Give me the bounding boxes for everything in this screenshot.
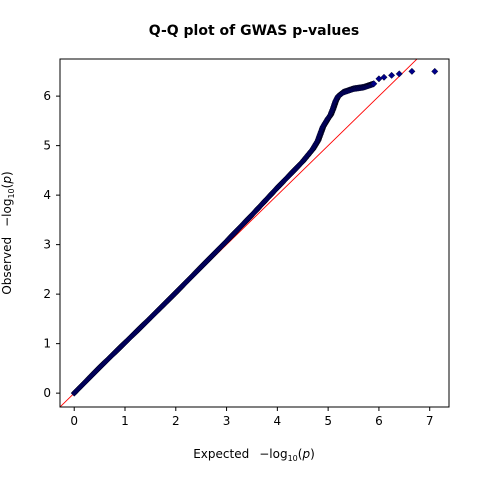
- data-point: [431, 67, 439, 75]
- y-tick-label: 5: [43, 139, 51, 153]
- data-point: [388, 71, 396, 79]
- x-tick-label: 7: [426, 414, 434, 428]
- x-tick-label: 1: [121, 414, 129, 428]
- plot-area: [60, 59, 439, 407]
- x-axis-ticks: 0 1 2 3 4 5 6 7: [70, 407, 434, 428]
- x-tick-label: 5: [324, 414, 332, 428]
- y-tick-label: 6: [43, 89, 51, 103]
- plot-frame: [59, 58, 450, 408]
- data-point: [395, 70, 403, 78]
- x-tick-label: 3: [223, 414, 231, 428]
- x-axis-label: Expected −log10(p): [193, 447, 315, 463]
- data-point: [370, 80, 378, 88]
- y-tick-label: 2: [43, 287, 51, 301]
- x-tick-label: 0: [70, 414, 78, 428]
- chart-title: Q-Q plot of GWAS p-values: [149, 23, 359, 39]
- data-point: [380, 73, 388, 81]
- y-axis-label: Observed−log10(p): [0, 171, 16, 294]
- data-points: [70, 67, 439, 397]
- y-tick-label: 4: [43, 188, 51, 202]
- x-tick-label: 6: [375, 414, 383, 428]
- y-tick-label: 1: [43, 337, 51, 351]
- data-point: [375, 75, 383, 83]
- x-tick-label: 4: [274, 414, 282, 428]
- data-point: [408, 67, 416, 75]
- y-tick-label: 0: [43, 386, 51, 400]
- y-tick-label: 3: [43, 238, 51, 252]
- y-axis-ticks: 0 1 2 3 4 5 6: [43, 89, 60, 400]
- x-tick-label: 2: [172, 414, 180, 428]
